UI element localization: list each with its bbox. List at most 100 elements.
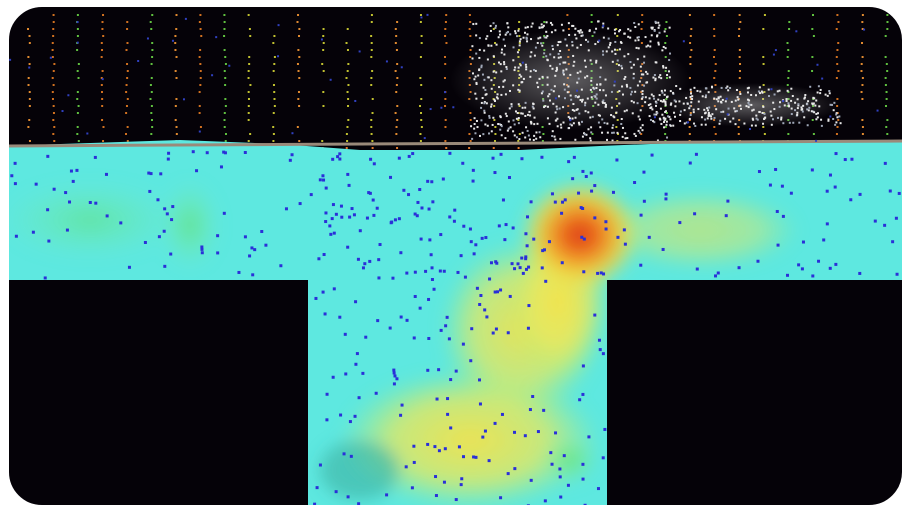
tracer-particle	[540, 155, 544, 159]
tracer-particle	[598, 39, 601, 42]
rain-particle	[347, 119, 350, 121]
steam-particle	[578, 31, 581, 34]
tracer-particle	[582, 237, 586, 241]
tracer-particle	[171, 205, 175, 209]
steam-particle	[691, 98, 694, 101]
rain-particle	[786, 56, 789, 58]
steam-particle	[627, 53, 630, 56]
rain-particle	[272, 112, 275, 114]
steam-particle	[515, 35, 518, 38]
rain-particle	[175, 126, 178, 128]
steam-particle	[607, 37, 610, 40]
steam-particle	[839, 122, 842, 125]
steam-particle	[595, 61, 598, 64]
steam-particle	[595, 59, 598, 62]
steam-particle	[663, 119, 666, 122]
steam-particle	[559, 56, 562, 59]
tracer-particle	[61, 110, 64, 113]
steam-particle	[634, 39, 637, 42]
rain-particle	[713, 35, 716, 37]
tracer-particle	[412, 336, 416, 340]
tracer-particle	[361, 266, 365, 270]
steam-particle	[715, 98, 718, 101]
steam-particle	[546, 34, 549, 37]
rain-particle	[444, 28, 447, 30]
rain-particle	[346, 140, 349, 142]
steam-particle	[757, 90, 760, 93]
rain-particle	[248, 56, 251, 58]
tracer-particle	[427, 297, 431, 301]
steam-particle	[587, 128, 590, 131]
tracer-particle	[49, 56, 52, 59]
rain-particle	[125, 84, 128, 86]
rain-particle	[787, 133, 790, 135]
rain-particle	[370, 84, 373, 86]
tracer-particle	[350, 207, 354, 211]
steam-particle	[555, 105, 558, 108]
steam-particle	[510, 103, 513, 106]
rain-particle	[198, 112, 201, 114]
tracer-particle	[726, 199, 730, 203]
steam-particle	[557, 56, 560, 59]
steam-particle	[595, 87, 598, 90]
tracer-particle	[329, 232, 333, 236]
steam-particle	[563, 88, 566, 91]
rain-particle	[298, 28, 301, 30]
steam-particle	[532, 139, 535, 142]
rain-particle	[786, 84, 789, 86]
steam-particle	[756, 118, 759, 121]
steam-particle	[750, 124, 753, 127]
steam-particle	[663, 121, 666, 124]
steam-particle	[484, 123, 487, 126]
rain-particle	[297, 14, 300, 16]
steam-particle	[564, 61, 567, 64]
tracer-particle	[435, 397, 439, 401]
tracer-particle	[354, 362, 358, 366]
rain-particle	[223, 14, 226, 16]
tracer-particle	[169, 252, 173, 256]
steam-particle	[483, 102, 486, 105]
rain-particle	[370, 21, 373, 23]
steam-particle	[572, 122, 575, 125]
steam-particle	[733, 107, 736, 110]
steam-particle	[604, 94, 607, 97]
steam-particle	[498, 123, 501, 126]
tracer-particle	[463, 275, 467, 279]
steam-particle	[629, 61, 632, 64]
tracer-particle	[786, 273, 790, 277]
rain-particle	[223, 28, 226, 30]
rain-particle	[419, 140, 422, 142]
steam-particle	[668, 26, 671, 29]
steam-particle	[560, 126, 563, 129]
steam-particle	[474, 132, 477, 135]
tracer-particle	[560, 261, 564, 265]
steam-particle	[562, 106, 565, 109]
steam-particle	[571, 24, 574, 27]
steam-particle	[500, 70, 503, 73]
tracer-particle	[484, 236, 488, 240]
rain-particle	[688, 77, 691, 79]
rain-particle	[518, 21, 521, 23]
rain-particle	[541, 140, 544, 142]
steam-particle	[565, 68, 568, 71]
steam-particle	[548, 122, 551, 125]
steam-particle	[661, 49, 664, 52]
rain-particle	[444, 140, 447, 142]
tracer-particle	[163, 264, 167, 268]
tracer-particle	[462, 224, 466, 228]
steam-particle	[514, 66, 517, 69]
steam-particle	[556, 108, 559, 111]
tracer-particle	[338, 152, 342, 156]
rain-particle	[100, 77, 103, 79]
tracer-particle	[166, 157, 170, 161]
rain-particle	[76, 70, 79, 72]
tracer-particle	[243, 150, 247, 154]
tracer-particle	[439, 233, 443, 237]
rain-particle	[223, 119, 226, 121]
steam-particle	[752, 118, 755, 121]
steam-particle	[580, 34, 583, 37]
rain-particle	[494, 126, 497, 128]
tracer-particle	[320, 38, 323, 41]
tracer-particle	[485, 315, 489, 319]
steam-particle	[581, 34, 584, 37]
